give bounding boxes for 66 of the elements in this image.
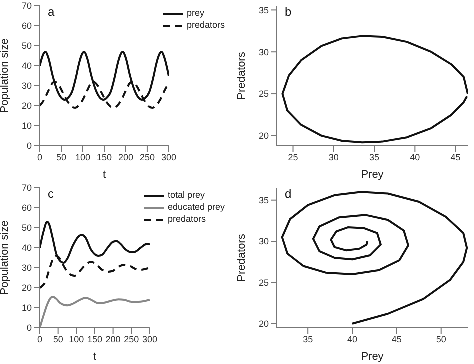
- y-axis-title: Population size: [0, 220, 11, 296]
- y-tick-label: 35: [258, 5, 269, 16]
- y-tick-label: 60: [22, 203, 32, 214]
- x-axis-title: t: [102, 169, 106, 181]
- x-tick-label: 45: [450, 152, 461, 162]
- x-tick-label: 250: [140, 152, 155, 162]
- chart-title: a: [48, 5, 55, 19]
- y-tick-label: 70: [22, 1, 32, 12]
- legend-label: predators: [168, 214, 206, 225]
- line-series: [281, 191, 468, 325]
- chart-title: c: [48, 187, 54, 201]
- x-tick-label: 35: [370, 152, 380, 162]
- x-axis-title: Prey: [361, 351, 384, 363]
- line-series: [282, 35, 468, 144]
- legend-label: educated prey: [168, 202, 225, 213]
- y-tick-label: 40: [22, 243, 32, 254]
- y-tick-label: 20: [258, 131, 269, 142]
- x-tick-label: 150: [96, 152, 112, 162]
- y-tick-label: 20: [22, 283, 32, 294]
- x-tick-label: 100: [69, 334, 84, 344]
- y-tick-label: 20: [22, 101, 32, 112]
- legend-label: prey: [186, 8, 204, 19]
- legend-label: predators: [186, 20, 225, 31]
- y-tick-label: 10: [22, 303, 32, 314]
- x-axis-title: t: [93, 351, 97, 363]
- y-tick-label: 70: [22, 183, 32, 194]
- x-tick-label: 200: [106, 334, 121, 344]
- y-tick-label: 0: [26, 141, 32, 152]
- y-tick-label: 50: [22, 41, 32, 52]
- y-tick-label: 35: [258, 196, 269, 206]
- y-axis-title: Predators: [236, 234, 248, 282]
- y-tick-label: 30: [22, 263, 32, 274]
- y-tick-label: 10: [22, 121, 32, 132]
- x-tick-label: 35: [303, 334, 314, 344]
- x-tick-label: 30: [328, 152, 339, 162]
- y-tick-label: 30: [258, 47, 269, 58]
- x-axis-title: Prey: [361, 169, 384, 181]
- y-tick-label: 30: [22, 81, 32, 92]
- y-axis-title: Predators: [236, 52, 248, 100]
- x-tick-label: 100: [75, 152, 91, 162]
- y-tick-label: 50: [22, 223, 32, 234]
- x-tick-label: 40: [410, 152, 420, 162]
- y-tick-label: 30: [258, 236, 269, 247]
- x-tick-label: 50: [436, 334, 446, 344]
- y-tick-label: 25: [258, 89, 269, 100]
- x-tick-label: 40: [348, 334, 358, 344]
- x-tick-label: 300: [142, 334, 158, 344]
- chart-title: b: [285, 5, 292, 19]
- x-tick-label: 200: [118, 152, 134, 162]
- x-tick-label: 25: [288, 152, 298, 162]
- y-axis-title: Population size: [0, 38, 11, 114]
- y-tick-label: 0: [26, 323, 32, 334]
- chart-title: d: [285, 187, 292, 201]
- x-tick-label: 300: [161, 152, 176, 162]
- x-tick-label: 0: [37, 152, 43, 162]
- y-tick-label: 60: [22, 21, 32, 32]
- y-tick-label: 40: [22, 61, 32, 72]
- x-tick-label: 45: [392, 334, 402, 344]
- legend-label: total prey: [168, 190, 205, 201]
- x-tick-label: 0: [37, 334, 43, 344]
- y-tick-label: 25: [258, 278, 269, 288]
- x-tick-label: 50: [53, 334, 64, 344]
- y-tick-label: 20: [258, 319, 269, 330]
- x-tick-label: 250: [124, 334, 140, 344]
- x-tick-label: 50: [56, 152, 67, 162]
- x-tick-label: 150: [87, 334, 102, 344]
